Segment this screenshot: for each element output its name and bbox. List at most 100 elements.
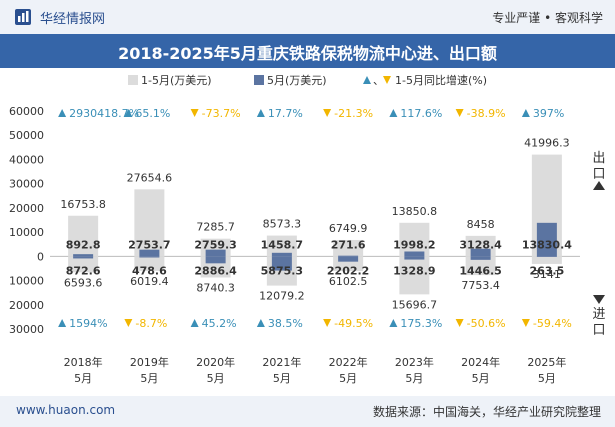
export-month-bar xyxy=(205,249,226,257)
export-month-bar xyxy=(536,222,557,257)
import-month-label: 872.6 xyxy=(66,264,101,277)
export-month-bar xyxy=(404,251,425,257)
growth-down-icon xyxy=(323,109,332,117)
export-growth-label: 17.7% xyxy=(268,107,303,120)
growth-up-icon xyxy=(124,109,133,117)
x-category-month: 5月 xyxy=(74,372,92,385)
top-banner xyxy=(0,0,615,34)
export-cumulative-label: 41996.3 xyxy=(524,137,570,150)
export-month-label: 13830.4 xyxy=(522,238,572,251)
import-month-bar xyxy=(470,256,491,260)
website-link[interactable]: www.huaon.com xyxy=(16,403,116,417)
import-growth-label: -59.4% xyxy=(533,317,572,330)
import-month-bar xyxy=(404,256,425,260)
import-cumulative-label: 6593.6 xyxy=(64,276,103,289)
import-month-bar xyxy=(139,256,160,258)
title-bar xyxy=(0,34,615,68)
import-month-label: 2202.2 xyxy=(327,264,369,277)
import-cumulative-label: 12079.2 xyxy=(259,290,305,303)
export-month-label: 271.6 xyxy=(331,238,366,251)
x-category-year: 2025年 xyxy=(527,355,566,369)
import-month-bar xyxy=(271,256,292,271)
import-growth-label: -50.6% xyxy=(467,317,506,330)
import-month-bar xyxy=(338,256,359,262)
import-side-label-char: 口 xyxy=(592,323,605,338)
footer-bar xyxy=(0,396,615,427)
import-growth-label: 1594% xyxy=(69,317,107,330)
x-category-year: 2023年 xyxy=(395,355,434,369)
growth-down-icon xyxy=(190,109,199,117)
x-category-month: 5月 xyxy=(405,372,423,385)
import-cumulative-bar xyxy=(531,256,562,264)
import-growth-label: -8.7% xyxy=(135,317,167,330)
import-month-label: 1446.5 xyxy=(459,264,501,277)
y-tick-label: 10000 xyxy=(9,226,44,239)
export-growth-label: -38.9% xyxy=(467,107,506,120)
export-cumulative-label: 16753.8 xyxy=(60,198,106,211)
growth-down-icon xyxy=(455,109,464,117)
export-growth-label: 117.6% xyxy=(400,107,442,120)
growth-up-icon xyxy=(58,109,67,117)
chart-title: 2018-2025年5月重庆铁路保税物流中心进、出口额 xyxy=(118,44,497,63)
import-cumulative-label: 7753.4 xyxy=(461,279,500,292)
growth-down-icon xyxy=(521,319,530,327)
slogan: 专业严谨 • 客观科学 xyxy=(492,11,603,25)
growth-up-icon xyxy=(256,319,265,327)
export-month-bar xyxy=(470,248,491,257)
export-cumulative-label: 27654.6 xyxy=(127,171,173,184)
y-tick-label: 40000 xyxy=(9,153,44,166)
growth-up-icon xyxy=(58,319,67,327)
export-cumulative-bar xyxy=(333,239,364,257)
export-cumulative-bar xyxy=(68,215,99,257)
import-side-label-char: 进 xyxy=(592,307,605,322)
y-tick-label: 0 xyxy=(37,250,44,263)
import-down-arrow-icon xyxy=(593,295,605,304)
y-tick-label: 50000 xyxy=(9,129,44,142)
export-cumulative-label: 7285.7 xyxy=(196,221,235,234)
import-month-label: 263.5 xyxy=(529,264,564,277)
logo-icon xyxy=(15,9,31,25)
y-tick-label: 30000 xyxy=(9,178,44,191)
import-month-label: 478.6 xyxy=(132,264,167,277)
chart-canvas: 1-5月(万美元) 5月(万美元) 、 1-5月同比增速(%) 60000 50000 40… xyxy=(9,73,606,385)
import-cumulative-label: 15696.7 xyxy=(392,298,438,311)
import-cumulative-label: 6102.5 xyxy=(329,275,368,288)
import-month-label: 2886.4 xyxy=(194,264,237,277)
import-month-label: 5875.3 xyxy=(261,264,303,277)
growth-down-icon xyxy=(455,319,464,327)
legend-label-cumulative: 1-5月(万美元) xyxy=(141,74,212,87)
export-cumulative-bar xyxy=(266,235,297,257)
x-category-year: 2022年 xyxy=(329,355,368,369)
import-cumulative-label: 6019.4 xyxy=(130,275,169,288)
export-growth-label: 65.1% xyxy=(135,107,170,120)
growth-up-icon xyxy=(389,109,398,117)
export-side-label-char: 口 xyxy=(592,167,605,182)
legend-swatch-month xyxy=(254,75,264,85)
export-cumulative-label: 8573.3 xyxy=(263,218,302,231)
export-side-label-char: 出 xyxy=(592,151,605,166)
import-cumulative-bar xyxy=(134,256,165,271)
growth-up-icon xyxy=(190,319,199,327)
export-month-bar xyxy=(73,254,94,257)
legend-label-month: 5月(万美元) xyxy=(267,74,327,87)
export-growth-label: 2930418.7% xyxy=(69,107,139,120)
export-cumulative-bar xyxy=(134,189,165,257)
legend-label-growth: 1-5月同比增速(%) xyxy=(395,73,487,87)
growth-up-icon xyxy=(256,109,265,117)
growth-up-icon xyxy=(389,319,398,327)
export-month-label: 2759.3 xyxy=(194,238,236,251)
y-tick-label: 20000 xyxy=(9,299,44,312)
y-tick-label: 60000 xyxy=(9,105,44,118)
export-growth-label: -73.7% xyxy=(202,107,241,120)
y-tick-label: 30000 xyxy=(9,323,44,336)
import-month-label: 1328.9 xyxy=(393,264,435,277)
legend-swatch-cumulative xyxy=(128,75,138,85)
x-category-year: 2024年 xyxy=(461,355,500,369)
export-cumulative-label: 13850.8 xyxy=(392,205,438,218)
import-cumulative-bar xyxy=(399,256,430,295)
x-category-month: 5月 xyxy=(538,372,556,385)
import-cumulative-bar xyxy=(68,256,99,273)
import-month-bar xyxy=(73,256,94,259)
legend-growth-up-icon xyxy=(363,76,371,84)
